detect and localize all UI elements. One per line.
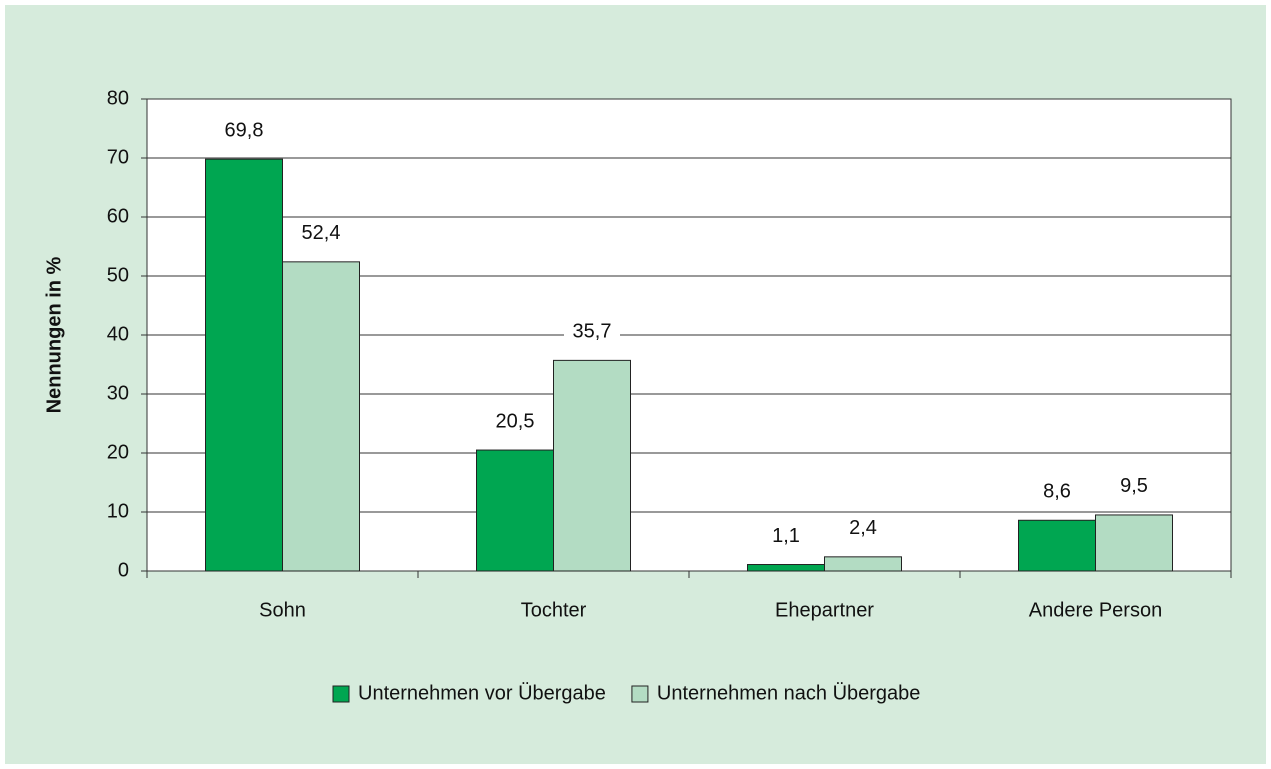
value-label-bg [216, 118, 272, 145]
value-label: 69,8 [225, 119, 264, 141]
value-label: 1,1 [772, 525, 800, 547]
y-tick-label: 30 [107, 382, 129, 404]
value-label: 9,5 [1120, 475, 1148, 497]
legend-swatch [631, 685, 649, 703]
value-label-bg [564, 319, 620, 346]
value-label-bg [1106, 473, 1162, 500]
x-tick-label: Ehepartner [775, 599, 874, 621]
value-label: 35,7 [573, 321, 612, 343]
y-tick-label: 80 [107, 87, 129, 109]
bar [747, 564, 825, 572]
legend-swatch [332, 685, 350, 703]
y-tick-label: 50 [107, 264, 129, 286]
y-tick-label: 0 [118, 559, 129, 581]
value-label: 52,4 [302, 222, 341, 244]
x-tick-label: Tochter [521, 599, 587, 621]
bar [1018, 519, 1096, 572]
value-label-bg [758, 523, 814, 550]
value-label: 8,6 [1043, 481, 1071, 503]
value-label: 2,4 [849, 517, 877, 539]
bar [553, 359, 631, 572]
bar [282, 261, 360, 572]
bar [1095, 514, 1173, 572]
legend-label: Unternehmen vor Übergabe [358, 682, 606, 704]
value-label: 20,5 [496, 410, 535, 432]
y-tick-label: 40 [107, 323, 129, 345]
y-tick-label: 20 [107, 441, 129, 463]
y-tick-label: 70 [107, 146, 129, 168]
y-axis-label: Nennungen in % [43, 256, 65, 413]
x-tick-label: Andere Person [1029, 599, 1162, 621]
value-label-bg [1029, 479, 1085, 506]
x-tick-label: Sohn [259, 599, 306, 621]
bar [476, 449, 554, 572]
value-label-bg [835, 515, 891, 542]
y-tick-label: 60 [107, 205, 129, 227]
legend-label: Unternehmen nach Übergabe [657, 682, 921, 704]
bar [824, 556, 902, 572]
value-label-bg [293, 220, 349, 247]
value-label-bg [487, 409, 543, 436]
bar [205, 158, 283, 572]
y-tick-label: 10 [107, 500, 129, 522]
